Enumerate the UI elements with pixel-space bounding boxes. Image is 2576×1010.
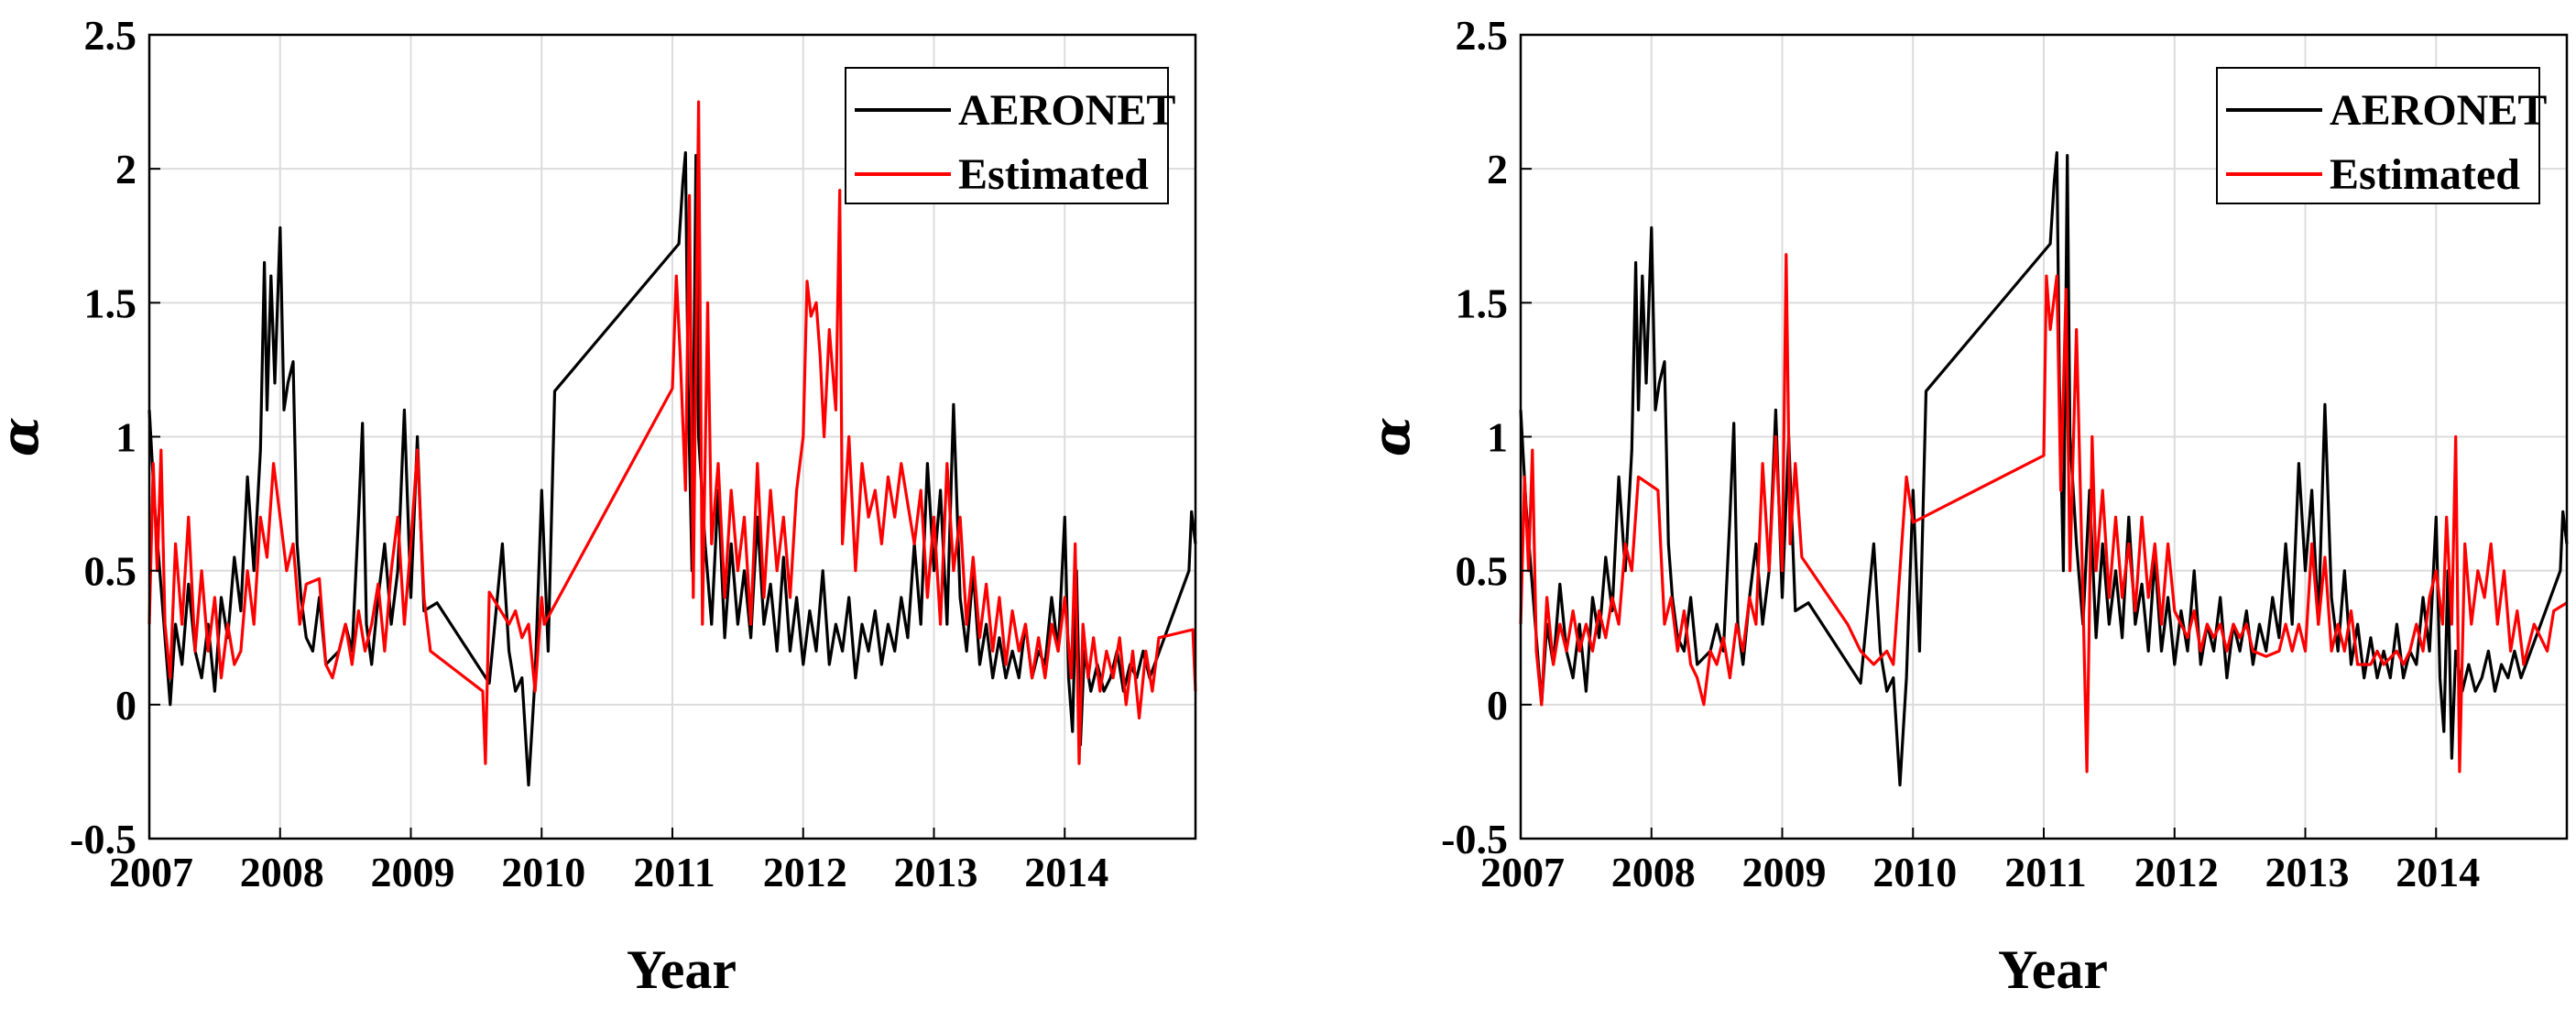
y-tick-label: -0.5 [1441,816,1508,862]
y-axis-label: α [0,417,50,456]
x-tick-label: 2012 [763,849,847,895]
y-tick-label: 2 [115,146,136,192]
y-tick-label: 2.5 [1456,12,1509,59]
y-tick-label: 0.5 [1456,548,1509,595]
y-tick-label: 1 [1487,414,1508,461]
x-axis-label: Year [1998,939,2108,1000]
y-tick-label: 1 [115,414,136,461]
legend: AERONET Estimated [2216,67,2547,204]
legend-label-estimated: Estimated [2330,150,2520,199]
chart-panel-right: 2007 2008 2009 2010 2011 2012 2013 2014 -0.5 0 0.5… [1361,12,2569,1000]
y-tick-label: 1.5 [1456,280,1509,326]
legend-box [2216,67,2540,204]
x-tick-label: 2014 [2396,849,2480,895]
x-tick-label: 2014 [1024,849,1108,895]
y-axis-label: α [1361,417,1422,456]
x-tick-label: 2009 [371,849,455,895]
x-tick-label: 2013 [894,849,978,895]
legend-box [845,67,1169,204]
x-axis-label: Year [627,939,737,1000]
x-tick-label: 2011 [2004,849,2086,895]
legend-label-aeronet: AERONET [958,86,1175,135]
x-tick-label: 2009 [1742,849,1827,895]
x-tick-label: 2012 [2134,849,2219,895]
y-tick-label: 1.5 [84,280,137,326]
legend: AERONET Estimated [845,67,1175,204]
x-tick-label: 2010 [501,849,585,895]
y-tick-label: -0.5 [70,816,136,862]
series-line-estimated [1519,253,2568,774]
y-tick-label: 0 [1487,682,1508,729]
x-tick-label: 2008 [240,849,324,895]
x-tick-label: 2008 [1611,849,1696,895]
x-tick-label: 2013 [2265,849,2350,895]
x-tick-label: 2007 [1480,849,1565,895]
y-tick-label: 2.5 [84,12,137,59]
chart-panel-left: 2007 2008 2009 2010 2011 2012 2013 2014 -0.5 0 0.5… [0,12,1197,1000]
series-line-aeronet [1519,151,2569,787]
x-tick-label: 2007 [109,849,193,895]
y-tick-label: 2 [1487,146,1508,192]
series-line-estimated [147,100,1197,765]
x-tick-label: 2011 [633,849,715,895]
y-tick-label: 0 [115,682,136,729]
legend-label-estimated: Estimated [958,150,1149,199]
y-tick-label: 0.5 [84,548,137,595]
legend-label-aeronet: AERONET [2330,86,2547,135]
x-tick-label: 2010 [1872,849,1957,895]
